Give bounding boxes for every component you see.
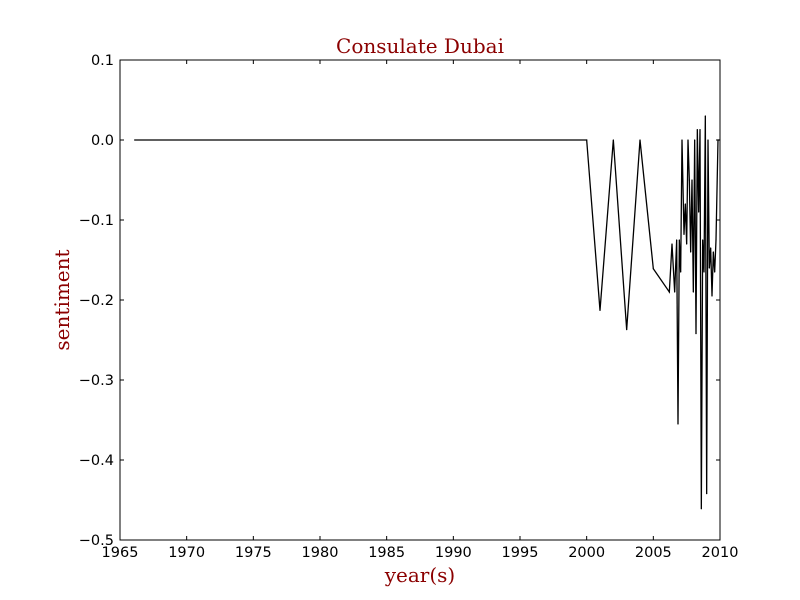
y-tick-label: −0.5 <box>79 533 114 549</box>
data-point <box>652 268 654 270</box>
data-point <box>134 139 136 141</box>
data-point <box>678 239 680 241</box>
data-point <box>674 291 676 293</box>
data-point <box>688 179 690 181</box>
data-point <box>677 423 679 425</box>
x-tick-label: 1980 <box>302 545 339 561</box>
sentiment-series-line <box>134 115 720 509</box>
y-tick-label: 0.1 <box>91 53 114 69</box>
x-tick-label: 1985 <box>368 545 405 561</box>
data-point <box>612 139 614 141</box>
data-point <box>683 233 685 235</box>
x-tick-label: 1995 <box>502 545 539 561</box>
data-point <box>694 139 696 141</box>
data-point <box>684 203 686 205</box>
data-point <box>690 251 692 253</box>
data-point <box>681 139 683 141</box>
data-point <box>626 329 628 331</box>
data-point <box>715 239 717 241</box>
y-tick-label: 0.0 <box>91 133 114 149</box>
x-tick-label: 2005 <box>635 545 672 561</box>
data-point <box>711 295 713 297</box>
data-point <box>671 243 673 245</box>
data-point <box>708 267 710 269</box>
data-point <box>687 139 689 141</box>
x-tick-label: 2010 <box>702 545 739 561</box>
data-point <box>695 333 697 335</box>
x-tick-label: 2000 <box>568 545 605 561</box>
data-point <box>691 179 693 181</box>
y-tick-label: −0.4 <box>79 453 114 469</box>
data-point <box>714 271 716 273</box>
data-point <box>692 291 694 293</box>
data-point <box>703 271 705 273</box>
y-tick-label: −0.1 <box>79 213 114 229</box>
x-tick-label: 1965 <box>102 545 139 561</box>
data-point <box>586 139 588 141</box>
data-point <box>704 115 706 117</box>
data-point <box>639 139 641 141</box>
data-point <box>698 211 700 213</box>
sentiment-series-points <box>134 115 721 510</box>
data-point <box>712 251 714 253</box>
x-axis-ticks: 1965 1970 1975 1980 1985 1990 1995 2000 2005 2010 <box>102 60 739 561</box>
data-point <box>599 309 601 311</box>
y-axis-title: sentiment <box>50 249 74 350</box>
chart-title: Consulate Dubai <box>336 34 504 58</box>
y-tick-label: −0.3 <box>79 373 114 389</box>
x-tick-label: 1970 <box>168 545 205 561</box>
data-point <box>702 239 704 241</box>
y-tick-label: −0.2 <box>79 293 114 309</box>
data-point <box>710 247 712 249</box>
data-point <box>680 271 682 273</box>
data-point <box>700 508 702 510</box>
x-tick-label: 1975 <box>235 545 272 561</box>
x-axis-title: year(s) <box>384 563 456 587</box>
data-point <box>707 139 709 141</box>
data-point <box>706 493 708 495</box>
data-point <box>676 239 678 241</box>
y-axis-ticks: 0.1 0.0 −0.1 −0.2 −0.3 −0.4 −0.5 <box>79 53 720 549</box>
x-tick-label: 1990 <box>435 545 472 561</box>
data-point <box>668 291 670 293</box>
data-point <box>699 129 701 131</box>
data-point <box>717 139 719 141</box>
data-point <box>696 129 698 131</box>
plot-frame <box>119 59 721 541</box>
data-point <box>686 243 688 245</box>
